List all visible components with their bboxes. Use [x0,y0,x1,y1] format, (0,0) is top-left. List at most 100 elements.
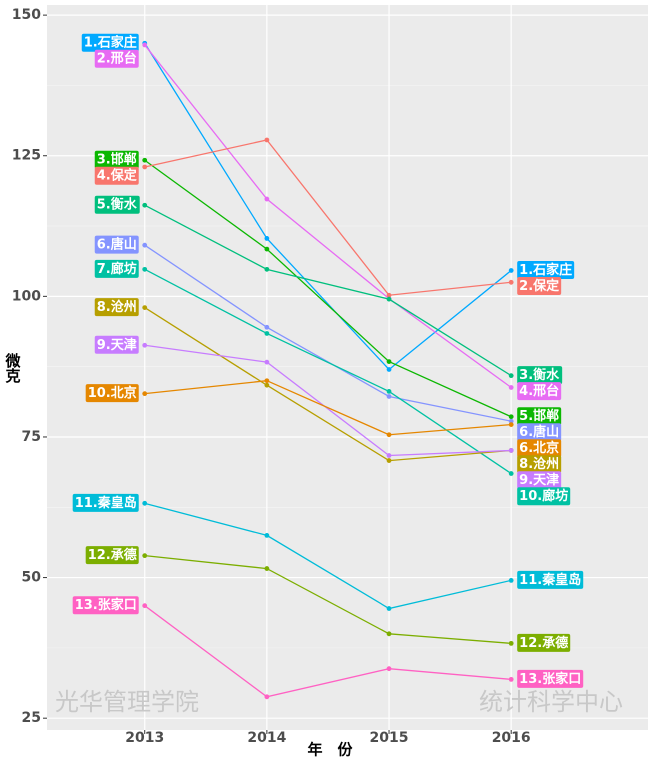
label-text: 1.石家庄 [519,262,572,278]
label-box [72,596,139,615]
label-text: 9.天津 [519,472,559,488]
series-label: 12.承德 [517,633,571,652]
data-point [508,385,514,390]
series-label: 3.邯郸 [94,150,139,169]
label-text: 12.承德 [88,547,137,563]
series-label: 12.承德 [85,546,139,565]
data-point [508,418,514,424]
data-point [264,246,270,252]
data-point [142,164,148,170]
label-text: 4.保定 [97,168,137,184]
series-line [144,44,512,388]
data-point [142,157,148,163]
data-point [386,359,392,364]
data-point [508,268,514,273]
label-box [81,33,139,52]
series-label: 6.北京 [517,439,562,458]
label-box [94,335,139,354]
data-point [142,500,148,506]
label-box [517,366,563,385]
series-line [144,380,512,436]
series-line [144,42,512,371]
data-point [142,342,148,348]
label-box [94,195,140,214]
label-text: 1.石家庄 [84,35,137,51]
series-line [144,268,512,475]
data-point [508,676,514,682]
label-text: 7.廊坊 [97,261,137,277]
data-point [142,305,148,310]
label-box [85,384,139,403]
x-axis-label: 年 份 [307,741,353,758]
label-box [517,633,571,652]
data-point [142,553,148,559]
series-line [144,605,512,698]
label-box [517,276,562,295]
data-point [508,279,514,285]
label-text: 4.邢台 [519,383,559,399]
label-text: 10.北京 [88,385,137,401]
data-point [386,292,392,298]
x-tick-label: 2015 [370,730,409,746]
data-point [264,266,270,272]
series-label: 4.邢台 [517,382,562,401]
data-point [508,577,514,583]
data-point [386,432,392,438]
label-box [517,570,584,589]
y-tick-label: 75 [22,429,41,445]
data-point [264,331,270,336]
series-label: 4.保定 [94,166,139,185]
data-point [386,367,392,372]
label-text: 3.衡水 [519,367,560,383]
series-label: 1.石家庄 [81,33,139,52]
label-text: 11.秦皇岛 [519,572,581,588]
data-point [386,389,392,394]
series-label: 6.唐山 [517,423,562,442]
series-label: 6.唐山 [94,235,139,254]
data-point [386,458,392,463]
label-box [517,407,562,426]
series-line [144,344,512,457]
data-point [264,359,270,365]
data-point [264,196,270,202]
label-text: 5.衡水 [97,197,138,213]
data-point [386,296,392,302]
data-point [386,394,392,399]
label-box [517,439,562,458]
y-tick-label: 50 [22,570,42,586]
data-point [508,373,514,379]
label-box [517,471,562,490]
data-point [508,414,514,420]
label-text: 3.邯郸 [97,152,137,168]
x-tick-label: 2013 [125,730,164,746]
data-point [142,242,148,248]
data-point [264,324,270,330]
label-box [94,166,139,185]
series-label: 9.天津 [94,335,139,354]
y-axis-label: 微克 [4,352,22,384]
label-text: 12.承德 [519,635,568,651]
data-point [264,532,270,538]
label-text: 5.邯郸 [519,408,559,424]
data-point [142,603,148,609]
data-point [386,453,392,458]
label-box [517,669,584,688]
watermark: 光华管理学院 [55,688,199,716]
label-text: 11.秦皇岛 [75,495,137,511]
data-point [264,566,270,571]
y-tick-label: 25 [22,710,41,726]
data-point [142,266,148,272]
series-label: 13.张家口 [72,596,139,615]
label-box [517,487,571,506]
label-text: 10.廊坊 [519,488,568,504]
data-point [386,666,392,672]
series-label: 2.邢台 [94,49,139,68]
data-point [508,422,514,427]
series-label: 3.衡水 [517,366,563,385]
series-line [144,554,512,645]
series-label: 13.张家口 [517,669,584,688]
series-line [144,159,512,418]
label-box [517,382,562,401]
x-tick-label: 2016 [492,730,531,746]
